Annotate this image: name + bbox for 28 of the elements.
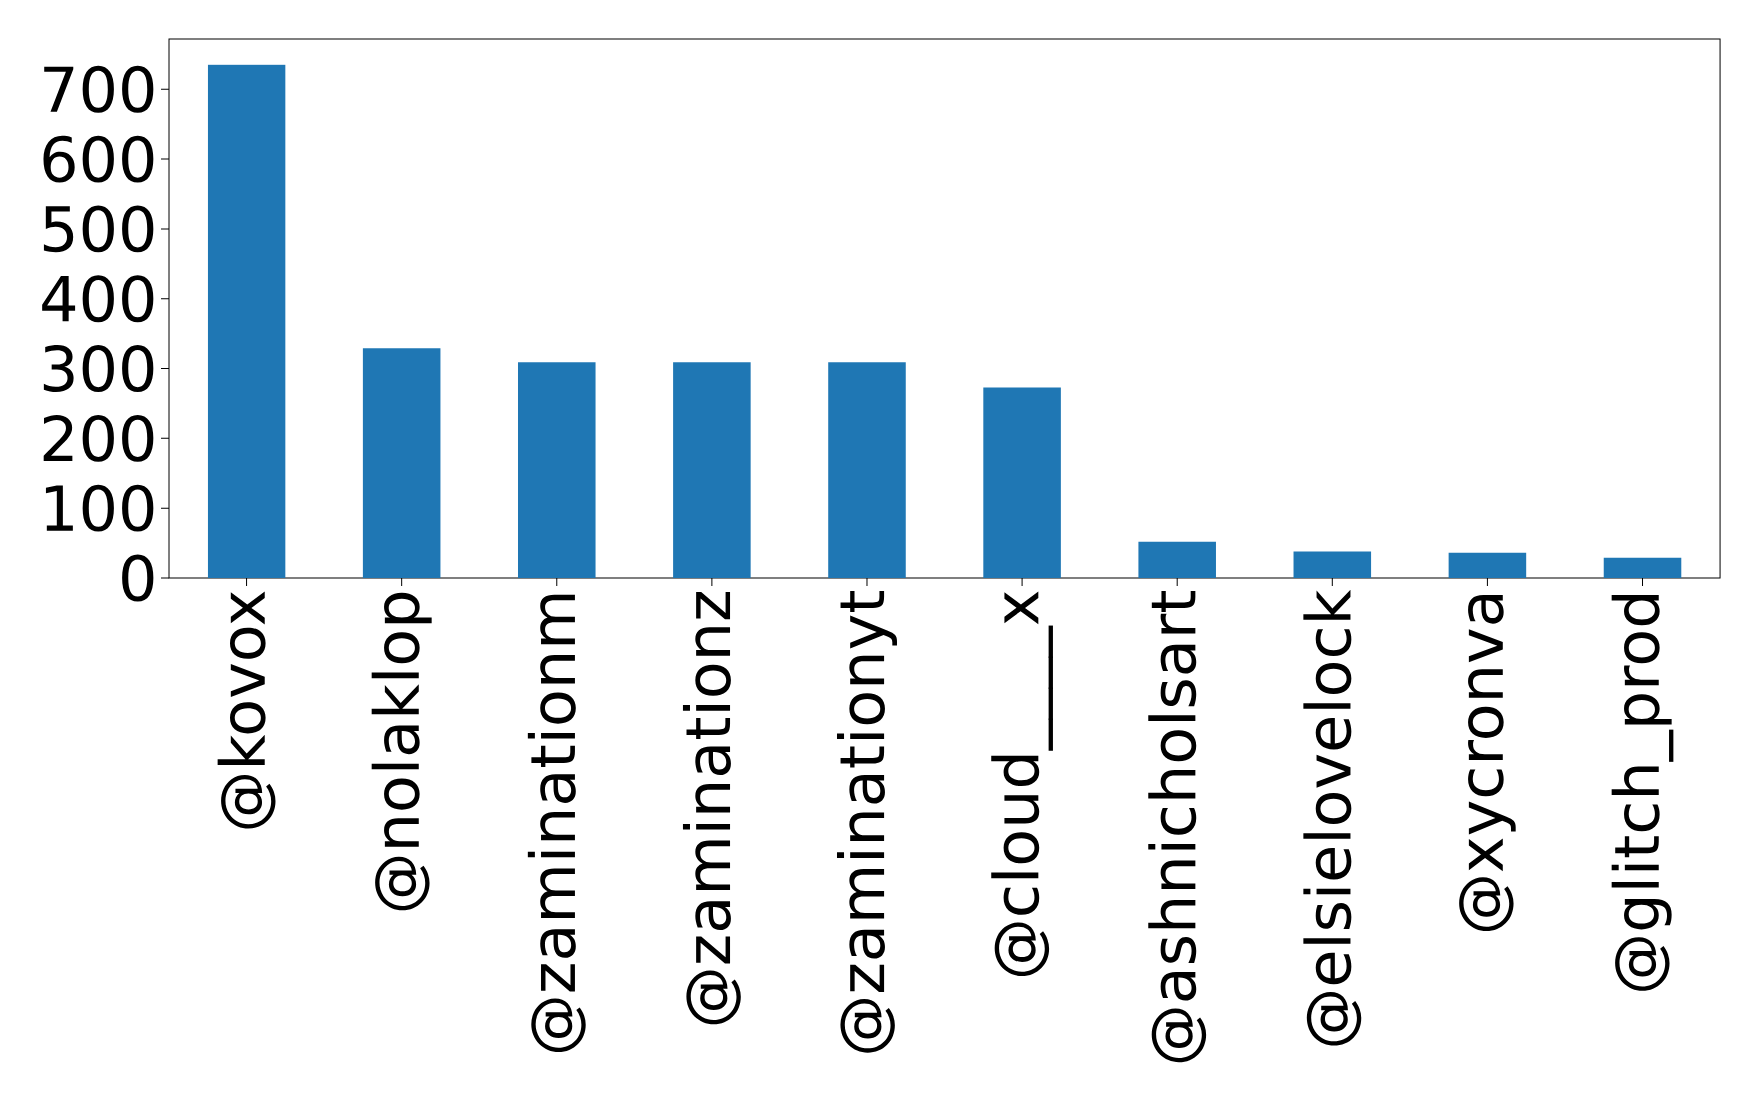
x-tick-label: @glitch_prod bbox=[1611, 595, 1674, 991]
bar bbox=[1293, 551, 1372, 578]
x-tick-label: @kovox bbox=[217, 591, 276, 829]
y-tick-label: 600 bbox=[43, 135, 154, 183]
x-tick-label: @ashnicholsart bbox=[1148, 590, 1207, 1063]
y-tick-label: 100 bbox=[45, 484, 154, 532]
bar bbox=[1603, 557, 1682, 578]
y-tick-label: 500 bbox=[43, 205, 154, 253]
bar bbox=[983, 387, 1061, 578]
bar bbox=[1448, 552, 1527, 578]
bar bbox=[828, 362, 906, 578]
bar bbox=[362, 348, 441, 578]
x-tick-label: @zaminationz bbox=[682, 592, 741, 1025]
x-tick-label: @zaminationyt bbox=[836, 590, 897, 1053]
y-tick-label: 700 bbox=[44, 65, 154, 113]
bar bbox=[1138, 541, 1216, 578]
x-tick-label: @nolaklop bbox=[371, 592, 432, 911]
bar bbox=[207, 64, 286, 578]
x-tick-label: @elsielovelock bbox=[1303, 589, 1362, 1046]
bar bbox=[518, 362, 596, 578]
y-tick-label: 0 bbox=[122, 554, 154, 602]
bar bbox=[673, 362, 751, 578]
y-tick-label: 400 bbox=[42, 275, 154, 323]
x-tick-label: @zaminationm bbox=[527, 594, 586, 1053]
y-tick-label: 300 bbox=[43, 345, 154, 392]
y-tick-label: 200 bbox=[43, 414, 154, 462]
x-tick-label: @cloud____x bbox=[991, 591, 1053, 977]
x-tick-label: @xycronva bbox=[1459, 595, 1516, 931]
